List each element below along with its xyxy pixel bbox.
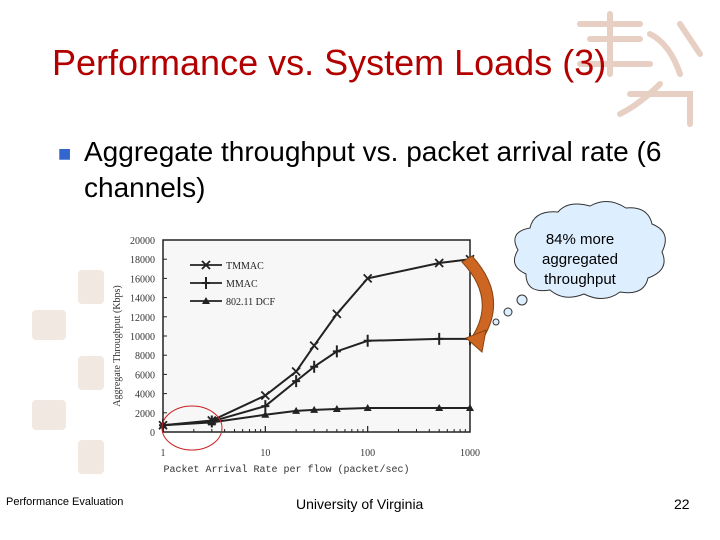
- y-tick-label: 2000: [135, 409, 155, 420]
- footer-institution: University of Virginia: [296, 496, 424, 512]
- legend-marker: [201, 260, 211, 270]
- data-point: [292, 406, 301, 414]
- legend-marker: [202, 297, 210, 304]
- data-point: [207, 418, 216, 426]
- callout-line-1: 84% more: [545, 231, 615, 248]
- data-point: [309, 340, 319, 351]
- y-tick-label: 12000: [130, 313, 155, 324]
- data-point: [363, 334, 372, 347]
- callout-line-3: throughput: [544, 271, 616, 288]
- x-tick-label: 1000: [460, 448, 480, 459]
- y-tick-label: 10000: [130, 332, 155, 343]
- background-seal-decoration-1: [78, 270, 104, 304]
- slide-title: Performance vs. System Loads (3): [52, 42, 607, 83]
- data-point: [310, 405, 319, 413]
- y-tick-label: 20000: [130, 236, 155, 247]
- data-point: [434, 258, 444, 268]
- legend-label: MMAC: [226, 279, 258, 290]
- y-tick-label: 4000: [135, 390, 155, 401]
- data-point: [332, 404, 341, 412]
- background-seal-decoration-3: [78, 356, 104, 390]
- plot-area: [162, 239, 471, 433]
- y-tick-label: 14000: [130, 294, 155, 305]
- data-point: [466, 404, 474, 411]
- data-point: [435, 332, 444, 345]
- thought-cloud: [513, 201, 666, 299]
- x-tick-label: 100: [360, 448, 375, 459]
- x-tick-label: 1: [161, 448, 166, 459]
- low-rate-highlight-circle: [161, 405, 223, 451]
- page-number: 22: [674, 496, 690, 512]
- y-axis-label: Aggregate Throughput (Kbps): [112, 285, 123, 406]
- data-point: [435, 404, 444, 411]
- data-point: [159, 421, 167, 429]
- data-point: [291, 366, 301, 377]
- bullet-marker-icon: ■: [58, 146, 72, 162]
- bullet-text: Aggregate throughput vs. packet arrival …: [84, 136, 662, 203]
- data-point: [363, 273, 373, 284]
- x-tick-label: 10: [260, 448, 270, 459]
- background-seal-decoration-4: [32, 400, 66, 430]
- y-tick-label: 6000: [135, 370, 155, 381]
- comparison-arrow-head: [465, 329, 487, 353]
- legend-label: TMMAC: [226, 261, 264, 272]
- callout-text: 84% more aggregated throughput: [516, 230, 644, 290]
- legend-label: 802.11 DCF: [226, 297, 276, 308]
- footer-section-label: Performance Evaluation: [6, 496, 124, 508]
- data-point: [260, 390, 270, 401]
- thought-bubble-small: [492, 318, 500, 326]
- data-point: [261, 400, 270, 413]
- data-point: [261, 410, 270, 418]
- background-calligraphy-decoration: [560, 4, 710, 134]
- data-point: [332, 309, 342, 319]
- y-tick-label: 16000: [130, 274, 155, 285]
- data-point: [292, 375, 301, 388]
- data-point: [332, 345, 341, 358]
- data-point: [310, 360, 319, 373]
- y-tick-label: 18000: [130, 255, 155, 266]
- data-point: [363, 404, 372, 411]
- legend-marker: [202, 277, 210, 289]
- y-tick-label: 8000: [135, 351, 155, 362]
- background-seal-decoration-2: [32, 310, 66, 340]
- x-axis-label: Packet Arrival Rate per flow (packet/sec…: [163, 464, 409, 476]
- y-tick-label: 0: [150, 428, 155, 439]
- thought-bubble-large: [516, 294, 528, 306]
- thought-bubble-medium: [503, 307, 513, 317]
- callout-line-2: aggregated: [542, 251, 618, 268]
- background-seal-decoration-5: [78, 440, 104, 474]
